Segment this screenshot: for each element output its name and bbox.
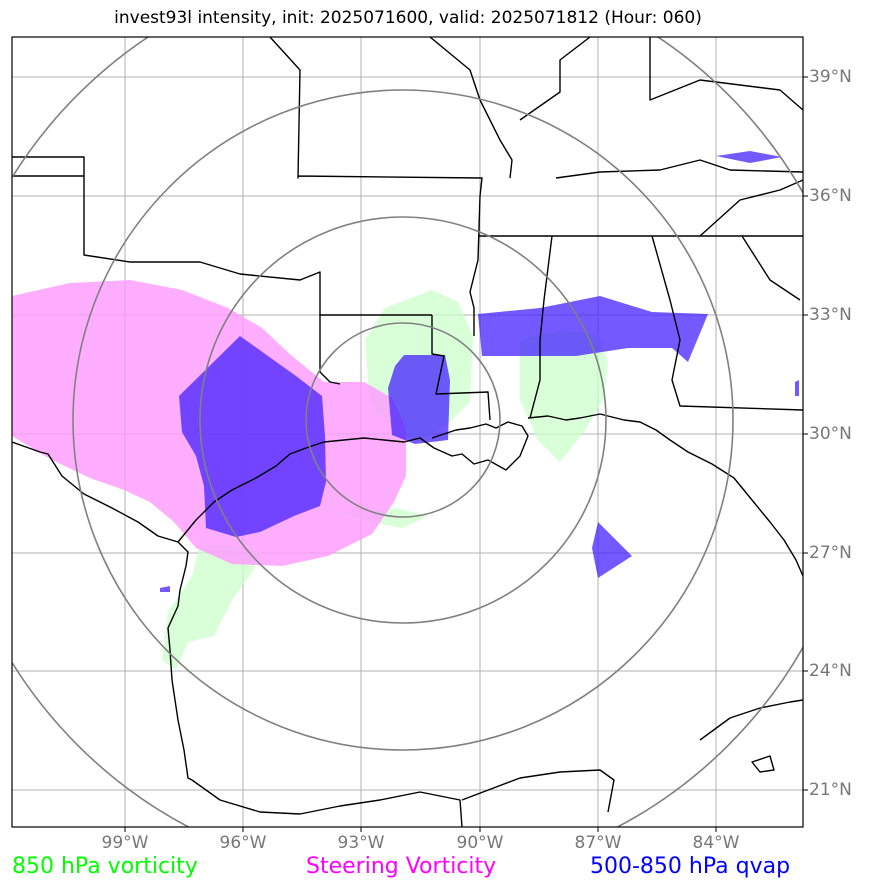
lat-label-24n: 24°N [809,661,852,681]
legend-850-hpa-vorticity: 850 hPa vorticity [12,854,198,879]
tick-marks [124,76,808,832]
lat-label-30n: 30°N [809,424,852,444]
lon-label-96w: 96°W [219,833,267,853]
lat-label-39n: 39°N [809,67,852,87]
map-title: invest93l intensity, init: 2025071600, v… [114,8,702,28]
lat-label-33n: 33°N [809,305,852,325]
lat-label-21n: 21°N [809,780,852,800]
range-rings [12,37,803,827]
map-frame [11,36,804,828]
lon-label-87w: 87°W [574,833,622,853]
coastlines-and-borders [12,37,803,827]
lon-label-93w: 93°W [337,833,385,853]
qvap-shading [160,151,799,592]
lon-label-84w: 84°W [692,833,740,853]
lon-label-90w: 90°W [456,833,504,853]
legend-qvap: 500-850 hPa qvap [590,854,791,879]
lon-label-99w: 99°W [101,833,149,853]
lat-label-27n: 27°N [809,543,852,563]
lat-label-36n: 36°N [809,186,852,206]
legend-steering-vorticity: Steering Vorticity [306,854,497,879]
